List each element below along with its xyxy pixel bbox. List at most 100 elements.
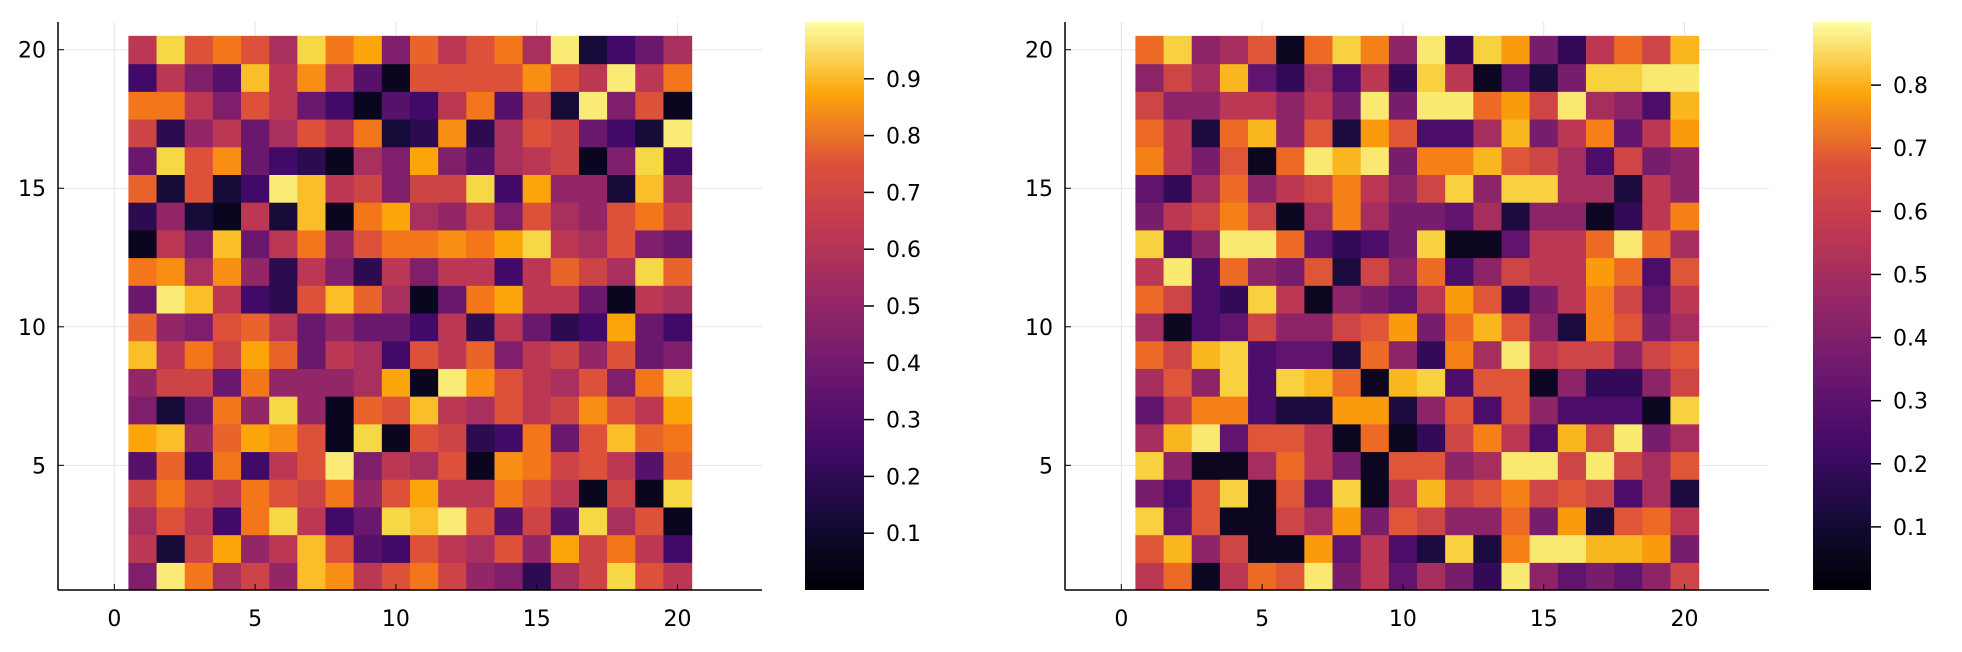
- heatmap-cell: [353, 506, 383, 536]
- heatmap-cell: [128, 562, 158, 591]
- heatmap-cell: [1219, 340, 1249, 369]
- heatmap-cell: [1473, 257, 1503, 286]
- heatmap-cell: [297, 340, 327, 369]
- heatmap-cell: [269, 479, 298, 508]
- y-tick-label: 5: [1039, 454, 1053, 479]
- heatmap-cell: [297, 312, 327, 342]
- heatmap-cell: [1614, 451, 1643, 480]
- heatmap-cell: [184, 479, 214, 508]
- colorbar-tick-label: 0.4: [886, 352, 921, 377]
- heatmap-cell: [1360, 396, 1390, 425]
- heatmap-cell: [1529, 368, 1559, 397]
- heatmap-cell: [1557, 118, 1587, 148]
- heatmap-cell: [1191, 257, 1221, 286]
- heatmap-cell: [297, 423, 327, 453]
- heatmap-cell: [1529, 312, 1559, 342]
- heatmap-cell: [184, 257, 214, 286]
- heatmap-cell: [1417, 174, 1446, 203]
- heatmap-cell: [410, 451, 439, 480]
- heatmap-cell: [353, 423, 383, 453]
- heatmap-cell: [1473, 202, 1503, 231]
- heatmap-cell: [1670, 202, 1700, 231]
- heatmap-cell: [1276, 146, 1305, 175]
- heatmap-cell: [1219, 285, 1249, 314]
- heatmap-cell: [438, 146, 467, 175]
- heatmap-cell: [212, 285, 242, 314]
- heatmap-cell: [212, 368, 242, 397]
- heatmap-cell: [241, 35, 270, 65]
- heatmap-cell: [1614, 174, 1643, 203]
- heatmap-cell: [1388, 506, 1418, 536]
- heatmap-cell: [128, 285, 158, 314]
- heatmap-cell: [1585, 229, 1615, 259]
- heatmap-cell: [1332, 146, 1362, 175]
- heatmap-cell: [1473, 146, 1503, 175]
- heatmap-cell: [1529, 91, 1559, 120]
- heatmap-cell: [1585, 257, 1615, 286]
- heatmap-cell: [1445, 146, 1474, 175]
- heatmap-cell: [1248, 91, 1277, 120]
- heatmap-cell: [1501, 479, 1531, 508]
- heatmap-cell: [241, 451, 270, 480]
- heatmap-cell: [494, 63, 524, 92]
- heatmap-cell: [1135, 35, 1165, 65]
- heatmap-cell: [438, 423, 467, 453]
- heatmap-cell: [1219, 506, 1249, 536]
- heatmap-cell: [1135, 340, 1165, 369]
- heatmap-cell: [663, 534, 693, 563]
- heatmap-cell: [550, 340, 580, 369]
- heatmap-cell: [1219, 396, 1249, 425]
- heatmap-cell: [607, 451, 636, 480]
- heatmap-cell: [353, 479, 383, 508]
- heatmap-cell: [241, 285, 270, 314]
- heatmap-cell: [466, 312, 496, 342]
- heatmap-cell: [1445, 340, 1474, 369]
- heatmap-cell: [381, 229, 411, 259]
- y-tick-label: 5: [32, 454, 46, 479]
- heatmap-cell: [522, 285, 552, 314]
- heatmap-cell: [1585, 312, 1615, 342]
- heatmap-cell: [156, 229, 186, 259]
- y-tick-label: 15: [18, 177, 46, 202]
- heatmap-cell: [410, 368, 439, 397]
- heatmap-cell: [466, 451, 496, 480]
- heatmap-cell: [635, 174, 665, 203]
- heatmap-cell: [297, 506, 327, 536]
- heatmap-cell: [1135, 229, 1165, 259]
- heatmap-cell: [663, 229, 693, 259]
- heatmap-cell: [381, 285, 411, 314]
- heatmap-cell: [550, 202, 580, 231]
- heatmap-cell: [578, 285, 608, 314]
- heatmap-cell: [1642, 534, 1672, 563]
- heatmap-cell: [1445, 174, 1474, 203]
- heatmap-cell: [1248, 174, 1277, 203]
- heatmap-cell: [297, 396, 327, 425]
- heatmap-cell: [438, 202, 467, 231]
- heatmap-cell: [1473, 285, 1503, 314]
- heatmap-cell: [1135, 174, 1165, 203]
- heatmap-cell: [1276, 562, 1305, 591]
- heatmap-cell: [466, 506, 496, 536]
- heatmap-cell: [438, 451, 467, 480]
- heatmap-cell: [269, 146, 298, 175]
- heatmap-cell: [607, 506, 636, 536]
- heatmap-cell: [128, 340, 158, 369]
- heatmap-cell: [184, 340, 214, 369]
- heatmap-cell: [1191, 118, 1221, 148]
- heatmap-cell: [550, 451, 580, 480]
- heatmap-cell: [1501, 118, 1531, 148]
- heatmap-cell: [1135, 479, 1165, 508]
- heatmap-cell: [1445, 534, 1474, 563]
- x-tick-label: 20: [1671, 607, 1699, 632]
- heatmap-cell: [494, 91, 524, 120]
- heatmap-cell: [663, 174, 693, 203]
- heatmap-cell: [1360, 312, 1390, 342]
- heatmap-cell: [156, 451, 186, 480]
- heatmap-cell: [1557, 63, 1587, 92]
- heatmap-cell: [1276, 312, 1305, 342]
- heatmap-cell: [1585, 91, 1615, 120]
- heatmap-cell: [212, 35, 242, 65]
- heatmap-cell: [1163, 534, 1193, 563]
- heatmap-cell: [1219, 312, 1249, 342]
- heatmap-cell: [128, 534, 158, 563]
